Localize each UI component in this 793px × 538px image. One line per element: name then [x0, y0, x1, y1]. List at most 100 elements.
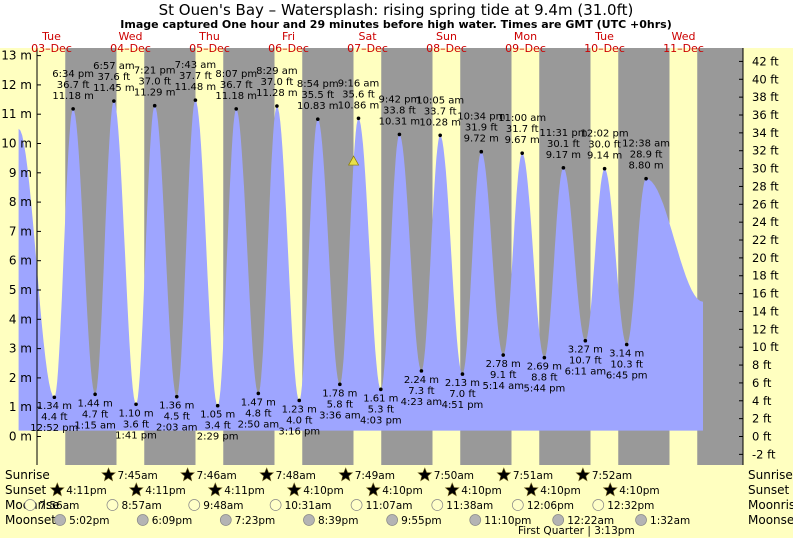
moonset-moon-icon	[136, 514, 149, 526]
sunset-star-icon	[207, 482, 223, 497]
sunrise-time: 7:48am	[276, 470, 316, 482]
low-tide-m: 2.24 m	[404, 375, 439, 386]
low-tide-ft: 3.6 ft	[123, 419, 149, 430]
high-tide-ft: 37.0 ft	[138, 77, 171, 88]
left-tick-label: 4 m	[9, 312, 32, 326]
high-tide-point	[644, 176, 648, 181]
moonrise-time: 11:07am	[366, 500, 413, 512]
moonrise-moon-icon	[188, 499, 201, 511]
sunset-star-icon	[128, 482, 144, 497]
right-tick-label: 8 ft	[752, 358, 772, 372]
low-tide-time: 6:11 am	[565, 367, 607, 378]
low-tide-time: 2:03 am	[156, 423, 198, 434]
moonrise-time: 12:32pm	[607, 500, 654, 512]
high-tide-m: 10.31 m	[379, 116, 421, 127]
right-tick-label: 20 ft	[752, 251, 779, 265]
low-tide-ft: 5.8 ft	[327, 399, 353, 410]
moonrise-moon-icon	[511, 499, 524, 511]
high-tide-ft: 35.5 ft	[301, 90, 334, 101]
day-name: Fri	[282, 30, 295, 43]
left-tick-label: 2 m	[9, 371, 32, 385]
right-tick-label: 34 ft	[752, 126, 779, 140]
sunrise-star-icon	[417, 467, 433, 482]
day-date: 05–Dec	[189, 42, 230, 55]
high-tide-time: 10:05 am	[416, 95, 464, 106]
high-tide-point	[520, 151, 524, 155]
right-tick-label: 40 ft	[752, 72, 779, 86]
right-tick-label: 22 ft	[752, 233, 779, 247]
right-tick-label: 18 ft	[752, 269, 779, 283]
high-tide-time: 8:29 am	[256, 66, 298, 77]
high-tide-point	[152, 103, 157, 108]
low-tide-point	[297, 398, 302, 403]
low-tide-point	[338, 382, 342, 387]
high-tide-ft: 28.9 ft	[630, 150, 663, 161]
right-tick-label: 10 ft	[752, 340, 779, 354]
sunrise-star-icon	[338, 467, 354, 482]
day-date: 08–Dec	[426, 42, 467, 55]
low-tide-time: 2:50 am	[238, 419, 280, 430]
moonset-moon-icon	[635, 514, 647, 526]
low-tide-time: 3:16 pm	[278, 426, 320, 437]
day-date: 09–Dec	[505, 42, 546, 55]
high-tide-ft: 33.8 ft	[383, 105, 416, 116]
right-tick-label: -2 ft	[752, 447, 776, 461]
moonset-time: 11:10pm	[484, 515, 531, 527]
low-tide-point	[419, 369, 424, 373]
high-tide-point	[71, 107, 75, 111]
moonrise-moon-icon	[269, 499, 282, 511]
high-tide-time: 11:31 pm	[539, 128, 587, 139]
moonrise-time: 10:31am	[285, 500, 332, 512]
high-tide-time: 12:02 pm	[581, 129, 629, 140]
left-tick-label: 13 m	[1, 49, 32, 63]
day-date: 10–Dec	[584, 42, 625, 55]
sunset-star-icon	[365, 482, 381, 497]
sunset-row-label-right: Sunset	[748, 483, 789, 497]
moonrise-moon-icon	[431, 499, 444, 511]
left-tick-label: 6 m	[9, 254, 32, 268]
day-name: Wed	[671, 30, 695, 43]
sunrise-time: 7:52am	[592, 470, 632, 482]
low-tide-time: 5:44 pm	[523, 384, 565, 395]
sunset-star-icon	[602, 482, 618, 497]
low-tide-ft: 4.8 ft	[245, 408, 271, 419]
high-tide-time: 10:34 pm	[457, 112, 505, 123]
low-tide-m: 1.61 m	[363, 393, 398, 404]
moonrise-moon-icon	[106, 499, 119, 511]
sunset-time: 4:10pm	[619, 485, 659, 497]
high-tide-point	[561, 166, 566, 170]
moon-phase-label: First Quarter | 3:13pm	[518, 525, 635, 537]
low-tide-point	[460, 372, 465, 376]
high-tide-time: 8:07 pm	[215, 69, 257, 80]
high-tide-m: 8.80 m	[628, 161, 663, 172]
moonrise-moon-icon	[350, 499, 363, 511]
low-tide-m: 1.78 m	[322, 388, 357, 399]
high-tide-point	[397, 132, 402, 137]
low-tide-point	[215, 403, 220, 408]
low-tide-point	[134, 402, 138, 407]
high-tide-m: 9.67 m	[505, 135, 540, 146]
low-tide-m: 1.47 m	[241, 397, 276, 408]
sunrise-row-label-right: Sunrise	[748, 468, 793, 482]
low-tide-time: 1:41 pm	[115, 430, 157, 441]
moonset-time: 5:02pm	[69, 515, 109, 527]
sunrise-time: 7:49am	[355, 470, 395, 482]
day-date: 04–Dec	[110, 42, 151, 55]
high-tide-m: 11.29 m	[134, 88, 176, 99]
high-tide-time: 9:16 am	[338, 78, 380, 89]
sunset-time: 4:11pm	[66, 485, 106, 497]
day-headers: Tue03–DecWed04–DecThu05–DecFri06–DecSat0…	[31, 30, 704, 55]
high-tide-time: 7:43 am	[175, 60, 217, 71]
low-tide-ft: 4.0 ft	[286, 415, 312, 426]
high-tide-point	[234, 107, 239, 111]
sunset-time: 4:10pm	[382, 485, 422, 497]
sunset-star-icon	[523, 482, 539, 497]
low-tide-point	[93, 392, 97, 397]
high-tide-ft: 30.0 ft	[588, 140, 621, 151]
moonset-moon-icon	[54, 514, 66, 526]
tide-area	[18, 100, 704, 431]
low-tide-ft: 5.3 ft	[368, 404, 394, 415]
high-tide-m: 11.18 m	[215, 91, 257, 102]
